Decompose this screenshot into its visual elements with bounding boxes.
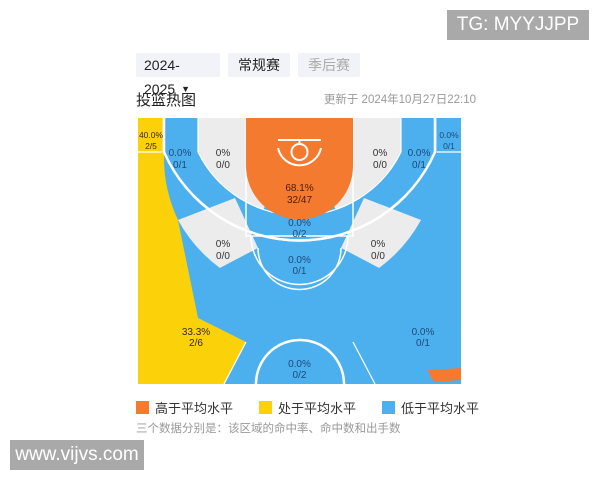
label-left-corner-three-pct: 40.0% (139, 130, 164, 140)
label-right-baseline-mid-ma: 0/1 (412, 160, 426, 171)
zone-left-corner-three[interactable] (138, 118, 162, 152)
zone-left-baseline-mid[interactable] (163, 118, 198, 220)
label-left-baseline-mid-ma: 0/1 (173, 160, 187, 171)
shot-chart-court: 40.0% 2/5 0.0% 0/1 0.0% 0/1 0.0% 0/1 0% … (138, 118, 461, 384)
label-right-corner-three-ma: 0/1 (443, 141, 455, 151)
label-left-corner-three-ma: 2/5 (145, 141, 157, 151)
filter-bar: 2024-2025 ▼ 常规赛 季后赛 (136, 53, 360, 97)
caret-down-icon: ▼ (181, 84, 191, 94)
watermark-site: www.vijvs.com (10, 440, 144, 470)
label-left-baseline-mid-pct: 0.0% (169, 148, 192, 159)
label-top-three-pct: 0.0% (288, 359, 311, 370)
legend-at-average: 处于平均水平 (259, 398, 356, 417)
zone-left-elbow-mid[interactable] (178, 198, 258, 268)
legend: 高于平均水平 处于平均水平 低于平均水平 (136, 398, 505, 417)
zone-marker (428, 368, 461, 382)
legend-below-average: 低于平均水平 (382, 398, 479, 417)
zone-left-wing-three[interactable] (138, 118, 246, 384)
updated-timestamp: 更新于 2024年10月27日22:10 (323, 94, 476, 106)
watermark-telegram: TG: MYYJJPP (447, 10, 589, 40)
label-right-corner-three-pct: 0.0% (439, 130, 459, 140)
legend-label: 处于平均水平 (278, 401, 357, 416)
label-left-wing-three-pct: 33.3% (182, 327, 210, 338)
legend-note: 三个数据分别是：该区域的命中率、命中数和出手数 (136, 423, 401, 435)
label-right-wing-three-ma: 0/1 (416, 338, 430, 349)
label-restricted-area-ma: 32/47 (287, 195, 312, 206)
legend-above-average: 高于平均水平 (136, 398, 233, 417)
zone-right-elbow-mid[interactable] (341, 198, 421, 268)
label-restricted-area-pct: 68.1% (285, 183, 313, 194)
label-top-key-mid-ma: 0/1 (293, 266, 307, 277)
zone-right-baseline-mid[interactable] (401, 118, 436, 220)
label-top-key-mid-pct: 0.0% (288, 255, 311, 266)
season-label: 2024-2025 (144, 57, 180, 97)
legend-label: 低于平均水平 (401, 401, 480, 416)
label-right-baseline-mid-pct: 0.0% (408, 148, 431, 159)
legend-label: 高于平均水平 (155, 401, 234, 416)
label-left-elbow-mid-ma: 0/0 (216, 251, 230, 262)
page-title: 投篮热图 (136, 92, 197, 109)
label-left-elbow-mid-pct: 0% (216, 239, 231, 250)
season-dropdown[interactable]: 2024-2025 ▼ (136, 53, 220, 97)
label-left-short-mid-ma: 0/0 (216, 160, 230, 171)
swatch-yellow (259, 401, 273, 414)
swatch-blue (382, 401, 396, 414)
label-top-three-ma: 0/2 (293, 370, 307, 381)
zone-right-corner-three[interactable] (437, 118, 461, 152)
tab-playoffs[interactable]: 季后赛 (298, 53, 360, 77)
label-paint-ma: 0/2 (293, 229, 307, 240)
label-right-short-mid-ma: 0/0 (373, 160, 387, 171)
label-right-short-mid-pct: 0% (373, 148, 388, 159)
label-left-wing-three-ma: 2/6 (189, 338, 203, 349)
label-paint-pct: 0.0% (288, 218, 311, 229)
label-right-wing-three-pct: 0.0% (412, 327, 435, 338)
tab-regular-season[interactable]: 常规赛 (228, 53, 290, 77)
swatch-orange (136, 401, 149, 414)
label-right-elbow-mid-pct: 0% (371, 239, 386, 250)
label-right-elbow-mid-ma: 0/0 (371, 251, 385, 262)
label-left-short-mid-pct: 0% (216, 148, 231, 159)
